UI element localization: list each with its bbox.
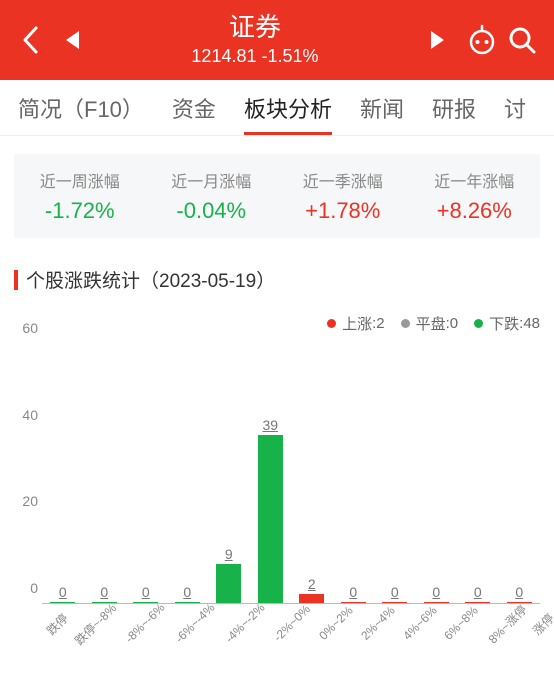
tab-bar: 简况（F10）资金板块分析新闻研报讨 xyxy=(0,80,554,136)
bar-value-label: 0 xyxy=(515,584,523,600)
legend-up-count: 2 xyxy=(376,315,384,332)
bar-col-6: 2 xyxy=(291,344,333,603)
bar-rect xyxy=(382,602,407,603)
bar-col-7: 0 xyxy=(333,344,375,603)
next-icon[interactable] xyxy=(412,29,462,51)
section-title-row: 个股涨跌统计（2023-05-19） xyxy=(14,266,540,293)
legend-flat-label: 平盘 xyxy=(416,313,446,334)
tab-5[interactable]: 讨 xyxy=(490,80,540,135)
legend-down-count: 48 xyxy=(523,315,540,332)
legend-down-label: 下跌 xyxy=(489,313,519,334)
stat-value: +1.78% xyxy=(281,198,405,224)
bar-value-label: 9 xyxy=(225,546,233,562)
period-stats-row: 近一周涨幅 -1.72% 近一月涨幅 -0.04% 近一季涨幅 +1.78% 近一年涨幅 +8… xyxy=(14,154,540,238)
chart-x-axis: 跌停跌停~-8%-8%~-6%-6%~-4%-4%~-2%-2%~0%0%~2%… xyxy=(42,604,540,664)
tab-2[interactable]: 板块分析 xyxy=(230,80,346,135)
back-icon[interactable] xyxy=(12,25,48,55)
chart-plot: 0 0 0 0 9 39 2 0 0 0 0 0 xyxy=(42,344,540,604)
header-price: 1214.81 xyxy=(191,46,256,66)
robot-icon[interactable] xyxy=(462,24,502,56)
tab-3[interactable]: 新闻 xyxy=(346,80,418,135)
bar-value-label: 0 xyxy=(391,584,399,600)
bar-col-5: 39 xyxy=(250,344,292,603)
bar-col-3: 0 xyxy=(167,344,209,603)
legend-flat: 平盘: 0 xyxy=(401,313,459,334)
bar-value-label: 0 xyxy=(349,584,357,600)
bar-rect xyxy=(216,564,241,603)
tab-4[interactable]: 研报 xyxy=(418,80,490,135)
search-icon[interactable] xyxy=(502,25,542,55)
chart-y-axis: 0204060 xyxy=(14,344,42,604)
legend-up: 上涨: 2 xyxy=(327,313,385,334)
bar-col-1: 0 xyxy=(84,344,126,603)
stat-label: 近一月涨幅 xyxy=(150,168,274,192)
tab-1[interactable]: 资金 xyxy=(158,80,230,135)
y-tick: 40 xyxy=(22,407,38,423)
stat-label: 近一季涨幅 xyxy=(281,168,405,192)
chart-legend: 上涨: 2 平盘: 0 下跌: 48 xyxy=(0,313,540,334)
stat-value: +8.26% xyxy=(413,198,537,224)
stat-value: -1.72% xyxy=(18,198,142,224)
app-header: 证券 1214.81 -1.51% xyxy=(0,0,554,80)
bar-col-8: 0 xyxy=(374,344,416,603)
legend-up-label: 上涨 xyxy=(342,313,372,334)
bar-col-9: 0 xyxy=(416,344,458,603)
bar-rect xyxy=(424,602,449,603)
stat-value: -0.04% xyxy=(150,198,274,224)
bar-col-11: 0 xyxy=(499,344,541,603)
bar-col-0: 0 xyxy=(42,344,84,603)
bar-col-2: 0 xyxy=(125,344,167,603)
bar-col-10: 0 xyxy=(457,344,499,603)
header-change: -1.51% xyxy=(262,46,319,66)
bar-value-label: 0 xyxy=(474,584,482,600)
y-tick: 60 xyxy=(22,320,38,336)
y-tick: 20 xyxy=(22,493,38,509)
bar-rect xyxy=(258,435,283,603)
bar-value-label: 0 xyxy=(142,584,150,600)
section-title: 个股涨跌统计（2023-05-19） xyxy=(26,266,275,293)
tab-0[interactable]: 简况（F10） xyxy=(4,80,158,135)
bar-value-label: 2 xyxy=(308,576,316,592)
bar-value-label: 0 xyxy=(432,584,440,600)
stat-label: 近一周涨幅 xyxy=(18,168,142,192)
bar-col-4: 9 xyxy=(208,344,250,603)
prev-icon[interactable] xyxy=(48,29,98,51)
header-title-block: 证券 1214.81 -1.51% xyxy=(98,11,412,68)
legend-up-dot xyxy=(327,319,336,328)
bar-rect xyxy=(50,602,75,603)
bar-rect xyxy=(175,602,200,603)
bar-value-label: 0 xyxy=(183,584,191,600)
bar-value-label: 0 xyxy=(59,584,67,600)
stat-cell-0: 近一周涨幅 -1.72% xyxy=(14,154,146,238)
stat-label: 近一年涨幅 xyxy=(413,168,537,192)
bar-rect xyxy=(465,602,490,603)
header-title: 证券 xyxy=(229,11,281,45)
legend-down: 下跌: 48 xyxy=(474,313,540,334)
legend-down-dot xyxy=(474,319,483,328)
bar-value-label: 39 xyxy=(262,417,278,433)
section-accent xyxy=(14,270,18,290)
y-tick: 0 xyxy=(30,580,38,596)
bar-value-label: 0 xyxy=(100,584,108,600)
header-subtitle: 1214.81 -1.51% xyxy=(191,45,318,68)
stat-cell-2: 近一季涨幅 +1.78% xyxy=(277,154,409,238)
legend-flat-count: 0 xyxy=(450,315,458,332)
distribution-chart: 0204060 0000939200000 跌停跌停~-8%-8%~-6%-6%… xyxy=(14,344,540,664)
stat-cell-1: 近一月涨幅 -0.04% xyxy=(146,154,278,238)
legend-flat-dot xyxy=(401,319,410,328)
stat-cell-3: 近一年涨幅 +8.26% xyxy=(409,154,541,238)
